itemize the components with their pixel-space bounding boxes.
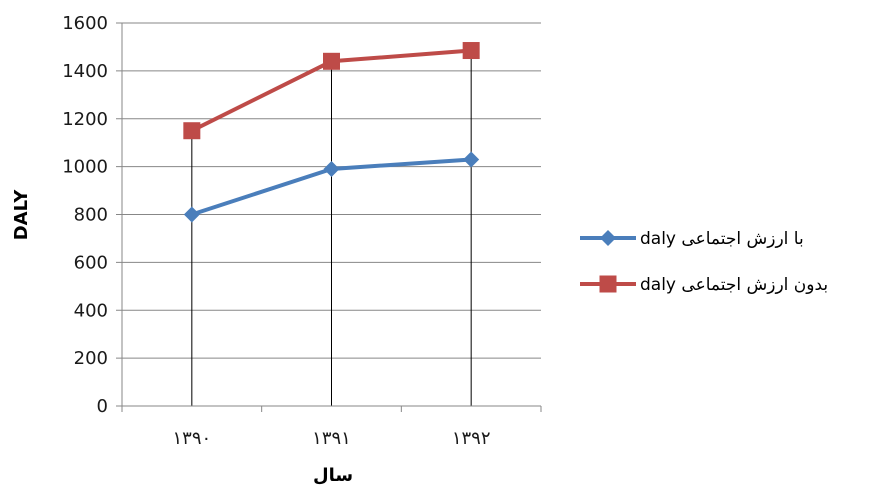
x-tick-label: ۱۳۹۱ xyxy=(312,428,351,449)
y-tick-label: 1000 xyxy=(62,157,108,178)
y-tick-label: 600 xyxy=(74,252,108,273)
series-1 xyxy=(183,151,480,223)
legend-item: daly با ارزش اجتماعی xyxy=(580,229,804,249)
legend-item: daly بدون ارزش اجتماعی xyxy=(580,275,828,295)
y-tick-label: 1400 xyxy=(62,61,108,82)
axes xyxy=(116,22,542,412)
x-tick-labels: ۱۳۹۰ ۱۳۹۱ ۱۳۹۲ xyxy=(172,428,490,449)
x-axis-title: سال xyxy=(313,465,353,486)
data-point xyxy=(183,206,200,223)
y-tick-label: 400 xyxy=(74,300,108,321)
legend-marker xyxy=(600,230,616,246)
legend-label: daly با ارزش اجتماعی xyxy=(640,229,804,249)
y-tick-label: 1200 xyxy=(62,109,108,130)
x-tick-label: ۱۳۹۰ xyxy=(172,428,211,449)
data-point xyxy=(462,42,480,60)
series-2 xyxy=(183,42,480,140)
drop-lines xyxy=(191,50,472,406)
data-point xyxy=(323,161,340,178)
data-point xyxy=(463,151,480,168)
data-point xyxy=(323,52,340,70)
y-tick-label: 0 xyxy=(97,396,108,417)
y-axis-title: DALY xyxy=(11,189,32,241)
y-tick-label: 800 xyxy=(74,205,108,226)
legend-label: daly بدون ارزش اجتماعی xyxy=(640,275,828,295)
y-tick-labels: 0 200 400 600 800 1000 1200 1400 1600 xyxy=(62,13,108,417)
series xyxy=(183,42,480,223)
data-point xyxy=(183,122,201,140)
y-tick-label: 1600 xyxy=(62,13,108,34)
x-tick-label: ۱۳۹۲ xyxy=(452,428,491,449)
legend-marker xyxy=(599,275,617,293)
y-tick-label: 200 xyxy=(74,348,108,369)
legend: daly با ارزش اجتماعی daly بدون ارزش اجتما… xyxy=(580,229,828,295)
